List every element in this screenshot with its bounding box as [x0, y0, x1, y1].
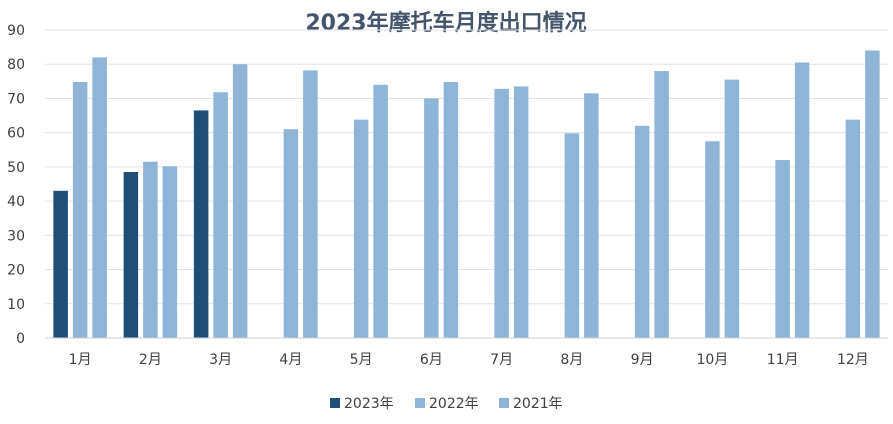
bar-2022年-9月 — [634, 125, 650, 338]
bar-2021年-3月 — [232, 64, 248, 338]
bar-2023年-2月 — [123, 172, 139, 338]
y-tick-label: 20 — [7, 263, 25, 279]
x-tick-label: 10月 — [696, 352, 728, 368]
y-tick-label: 90 — [7, 23, 25, 39]
bar-2022年-2月 — [143, 161, 158, 338]
bar-2021年-1月 — [92, 57, 107, 338]
y-axis-ticks: 0 10 20 30 40 50 60 70 80 90 — [7, 23, 25, 347]
bar-2021年-11月 — [794, 62, 810, 339]
y-tick-label: 50 — [7, 160, 25, 176]
bar-2021年-9月 — [654, 71, 669, 339]
legend-item: 2023年 — [330, 396, 394, 412]
bar-2022年-1月 — [72, 82, 88, 338]
bars — [53, 50, 880, 339]
y-tick-label: 40 — [7, 194, 25, 210]
legend-item: 2022年 — [415, 396, 479, 412]
legend-swatch — [330, 398, 340, 408]
x-tick-label: 4月 — [279, 352, 302, 368]
x-tick-label: 2月 — [139, 352, 162, 368]
y-tick-label: 80 — [7, 57, 25, 73]
x-axis-ticks: 1月 2月 3月 4月 5月 6月 7月 8月 9月 10月 11月 12月 — [69, 352, 869, 368]
bar-2022年-11月 — [775, 160, 790, 338]
bar-2023年-3月 — [193, 110, 209, 338]
legend-label: 2021年 — [513, 396, 563, 412]
bar-2021年-4月 — [303, 70, 318, 338]
y-tick-label: 60 — [7, 126, 25, 142]
y-tick-label: 0 — [16, 331, 25, 347]
bar-2022年-7月 — [494, 88, 509, 339]
bar-2023年-1月 — [53, 190, 68, 338]
x-tick-label: 7月 — [490, 352, 513, 368]
bar-2021年-8月 — [584, 93, 599, 338]
bar-2021年-12月 — [865, 50, 880, 339]
bar-2021年-6月 — [443, 82, 459, 338]
legend-swatch — [499, 398, 509, 408]
y-tick-label: 70 — [7, 91, 25, 107]
bar-2021年-10月 — [724, 79, 740, 338]
x-tick-label: 1月 — [69, 352, 92, 368]
x-tick-label: 9月 — [631, 352, 654, 368]
legend-item: 2021年 — [499, 396, 563, 412]
legend-swatch — [415, 398, 425, 408]
bar-2022年-5月 — [353, 119, 369, 338]
x-tick-label: 12月 — [837, 352, 869, 368]
bar-2021年-5月 — [373, 84, 388, 338]
bar-2022年-3月 — [213, 92, 228, 338]
bar-2021年-2月 — [162, 166, 178, 338]
bar-2022年-6月 — [424, 98, 439, 338]
chart-title: 2023年摩托车月度出口情况 — [305, 10, 586, 36]
y-tick-label: 10 — [7, 297, 25, 313]
bar-2021年-7月 — [513, 86, 529, 338]
bar-2022年-4月 — [283, 129, 299, 338]
x-tick-label: 8月 — [560, 352, 583, 368]
x-tick-label: 6月 — [420, 352, 443, 368]
grid — [45, 29, 888, 305]
y-tick-label: 30 — [7, 228, 25, 244]
bar-2022年-12月 — [845, 119, 861, 338]
legend-label: 2022年 — [429, 396, 479, 412]
bar-2022年-8月 — [564, 133, 580, 338]
x-tick-label: 11月 — [767, 352, 799, 368]
legend-label: 2023年 — [344, 396, 394, 412]
legend: 2023年 2022年 2021年 — [330, 396, 563, 412]
bar-2022年-10月 — [705, 141, 720, 338]
x-tick-label: 3月 — [209, 352, 232, 368]
x-tick-label: 5月 — [350, 352, 373, 368]
